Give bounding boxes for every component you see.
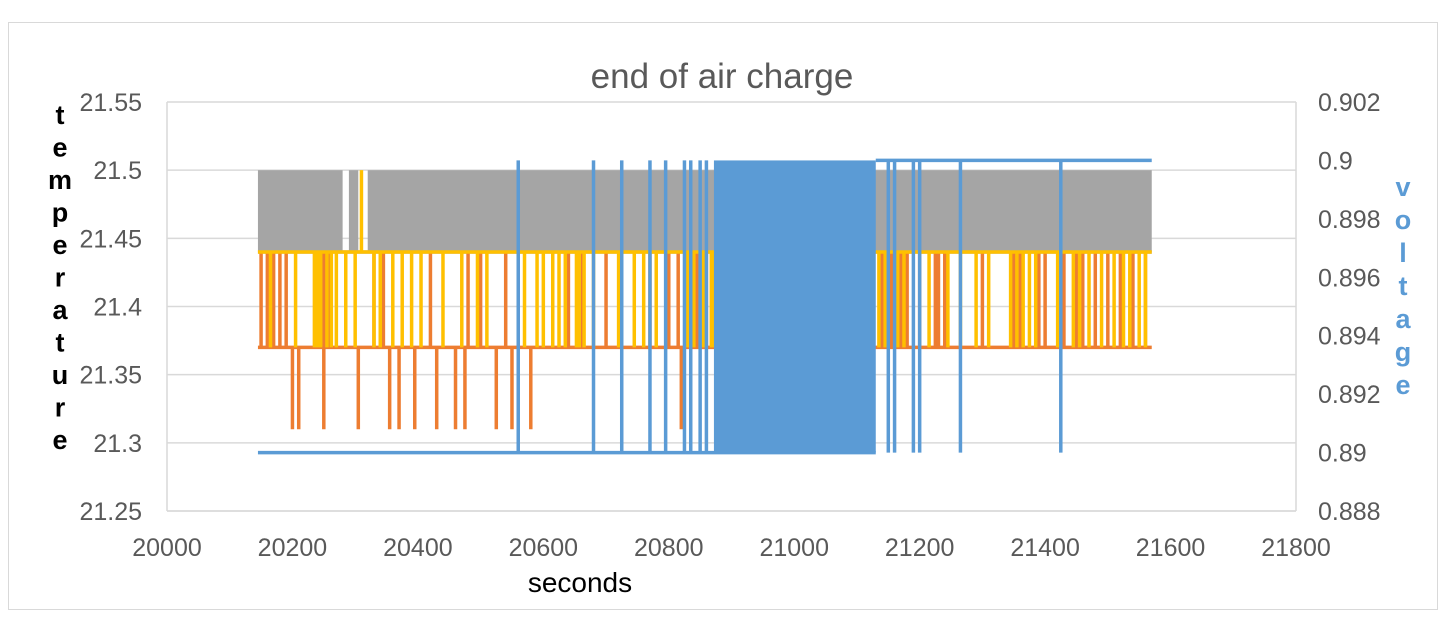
x-tick-label: 21400 bbox=[1010, 534, 1080, 562]
chart-frame bbox=[8, 22, 1438, 610]
y-tick-label-right: 0.888 bbox=[1318, 498, 1381, 526]
y-axis-label-left-char: t bbox=[56, 328, 65, 358]
x-tick-label: 20200 bbox=[258, 534, 328, 562]
y-axis-label-left-char: r bbox=[55, 263, 66, 293]
x-tick-label: 20000 bbox=[132, 534, 202, 562]
y-tick-label-right: 0.89 bbox=[1318, 440, 1367, 468]
y-tick-label-left: 21.55 bbox=[79, 89, 142, 117]
chart-title: end of air charge bbox=[591, 57, 854, 96]
y-tick-label-left: 21.4 bbox=[93, 294, 142, 322]
series-3 bbox=[257, 158, 1152, 455]
y-tick-label-left: 21.35 bbox=[79, 362, 142, 390]
series-dense-block bbox=[574, 251, 581, 348]
x-tick-label: 21200 bbox=[885, 534, 955, 562]
y-tick-label-right: 0.894 bbox=[1318, 323, 1381, 351]
y-axis-label-right-char: e bbox=[1395, 370, 1410, 400]
y-axis-label-left-char: e bbox=[52, 425, 67, 455]
y-axis-label-right-char: l bbox=[1399, 238, 1407, 268]
axis-layer: 20000 20200 20400 20600 20800 21000 21200 21400… bbox=[79, 89, 1380, 562]
x-tick-label: 21800 bbox=[1261, 534, 1331, 562]
x-tick-label: 20600 bbox=[509, 534, 579, 562]
y-tick-label-right: 0.898 bbox=[1318, 206, 1381, 234]
y-tick-label-right: 0.892 bbox=[1318, 381, 1381, 409]
y-axis-label-left-char: r bbox=[55, 393, 66, 423]
y-axis-label-right-char: a bbox=[1395, 304, 1411, 334]
y-tick-label-right: 0.896 bbox=[1318, 264, 1381, 292]
x-tick-label: 21000 bbox=[759, 534, 829, 562]
y-tick-label-right: 0.902 bbox=[1318, 89, 1381, 117]
y-axis-label-left-char: m bbox=[48, 165, 72, 195]
x-tick-label: 21600 bbox=[1136, 534, 1206, 562]
y-tick-label-left: 21.5 bbox=[93, 157, 142, 185]
y-axis-label-left-char: p bbox=[52, 198, 69, 228]
x-tick-label: 20800 bbox=[634, 534, 704, 562]
y-tick-label-left: 21.3 bbox=[93, 430, 142, 458]
y-tick-label-left: 21.25 bbox=[79, 498, 142, 526]
y-axis-label-left-char: a bbox=[52, 295, 68, 325]
y-axis-label-left-char: e bbox=[52, 230, 67, 260]
y-axis-label-left-char: e bbox=[52, 133, 67, 163]
y-axis-label-right-char: t bbox=[1399, 271, 1408, 301]
y-axis-label-right-char: o bbox=[1395, 205, 1412, 235]
series-dense-block bbox=[257, 170, 343, 252]
x-tick-label: 20400 bbox=[383, 534, 453, 562]
y-tick-label-left: 21.45 bbox=[79, 225, 142, 253]
series-dense-block bbox=[713, 160, 876, 453]
series-dense-block bbox=[348, 170, 359, 252]
y-axis-label-left-char: t bbox=[56, 100, 65, 130]
y-tick-label-right: 0.9 bbox=[1318, 147, 1353, 175]
y-axis-label-right-char: g bbox=[1395, 337, 1412, 367]
series-layer bbox=[257, 158, 1152, 455]
x-axis-label: seconds bbox=[528, 567, 632, 598]
y-axis-label-right-char: v bbox=[1395, 172, 1410, 202]
y-axis-label-left-char: u bbox=[52, 360, 69, 390]
